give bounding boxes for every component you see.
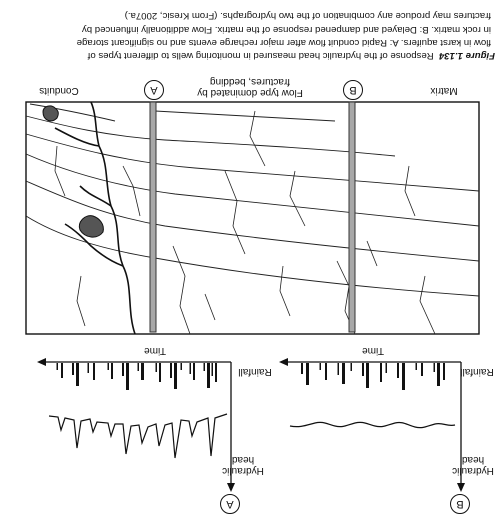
fracture-lines [54,110,436,335]
karst-conduits [54,101,136,335]
caption-line-4: fractures may produce any combination of… [124,10,491,22]
hydrograph-a-rainfall-bars [56,363,217,390]
well-b [348,101,356,333]
matrix-label: Matrix [430,85,458,96]
bedding-planes [25,103,480,297]
hydrograph-b-y-arrow [457,483,465,492]
hydrograph-a-time-arrow [37,358,46,366]
caption-line-2: flow in karst aquifers. A: Rapid conduit… [76,36,491,48]
hydrograph-b-head-curve [289,421,456,429]
figure-number: Figure 1.134 [439,50,495,61]
caption-line-1: Response of the hydraulic head measured … [87,50,434,61]
dissolution-cavities [42,105,104,238]
well-a [149,101,157,333]
well-a-label: A [144,80,164,100]
hydrograph-b-rainfall-bars [301,363,445,390]
conduits-label: Conduits [39,85,79,96]
hydrograph-b-time-arrow [279,358,288,366]
caption-line-3: in rock matrix. B: Delayed and dampened … [81,23,491,35]
well-b-label: B [343,80,363,100]
hydrograph-a-y-arrow [227,483,235,492]
figure-caption: Figure 1.134 Response of the hydraulic h… [17,9,495,62]
fractures-label: Flow type dominated by fractures, beddin… [197,76,303,98]
hydrograph-a-head-curve [48,413,228,459]
